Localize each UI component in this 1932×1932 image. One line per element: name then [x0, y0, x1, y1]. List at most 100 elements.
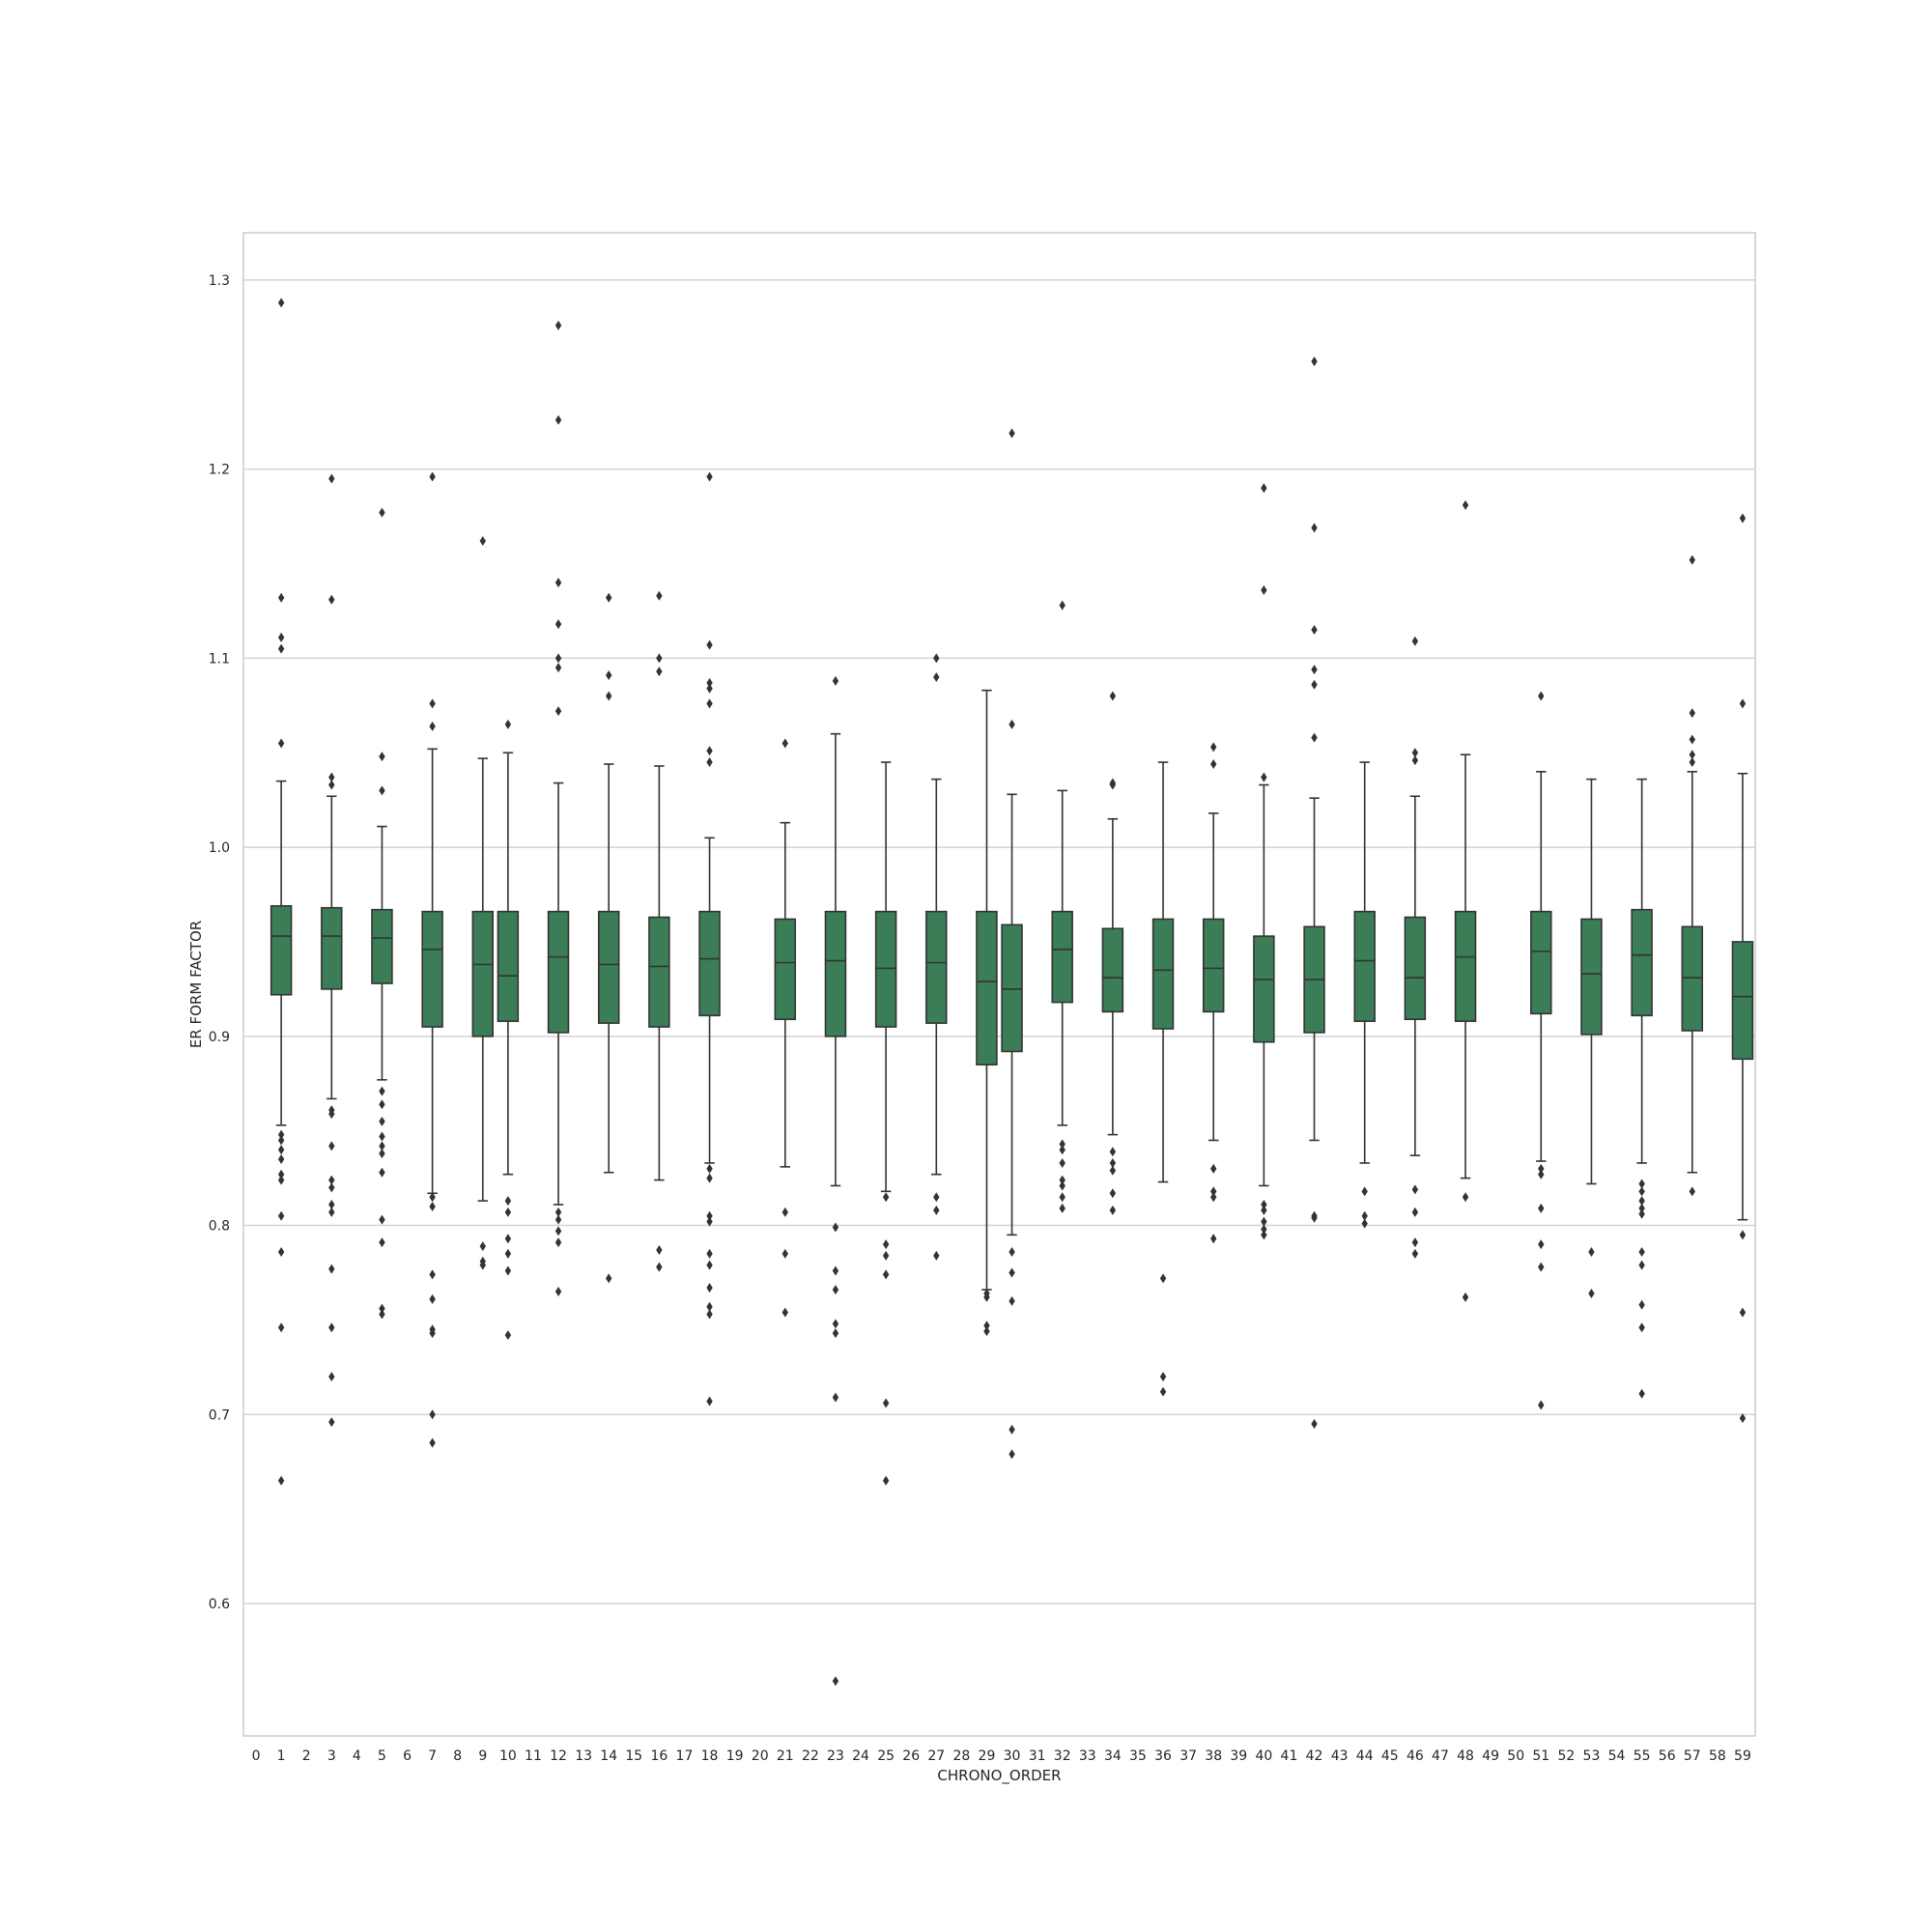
outlier-point [1411, 1237, 1419, 1248]
outlier-point [277, 1154, 285, 1165]
x-tick-label: 10 [499, 1748, 517, 1764]
outlier-point [781, 738, 788, 749]
outlier-point [328, 1264, 335, 1274]
outlier-point [277, 1322, 285, 1333]
iqr-box [597, 910, 620, 1024]
outlier-point [328, 1141, 335, 1151]
outlier-point [1538, 1239, 1545, 1250]
boxes [270, 298, 1754, 1687]
outlier-point [1261, 584, 1267, 595]
x-tick-label: 56 [1659, 1748, 1676, 1764]
outlier-point [706, 471, 713, 482]
x-tick-label: 4 [353, 1748, 361, 1764]
iqr-box [1151, 918, 1175, 1030]
box-category-23 [824, 675, 847, 1687]
iqr-box [270, 904, 293, 996]
outlier-point [606, 1273, 612, 1284]
outlier-point [1210, 1192, 1217, 1203]
iqr-box [1404, 916, 1427, 1021]
box-category-38 [1202, 742, 1225, 1244]
outlier-point [1739, 513, 1747, 524]
outlier-point [1059, 1157, 1065, 1168]
outlier-point [706, 1309, 713, 1320]
iqr-box [976, 910, 998, 1065]
box-category-16 [648, 590, 670, 1272]
y-tick-label: 0.7 [209, 1407, 230, 1423]
x-tick-label: 17 [676, 1748, 694, 1764]
x-tick-label: 24 [852, 1748, 869, 1764]
outlier-point [1739, 1413, 1747, 1424]
outlier-point [983, 1292, 990, 1302]
outlier-point [933, 653, 940, 664]
iqr-box [925, 910, 948, 1024]
x-tick-label: 14 [600, 1748, 617, 1764]
iqr-box [1202, 918, 1225, 1013]
x-tick-label: 18 [701, 1748, 719, 1764]
outlier-point [1109, 1165, 1117, 1176]
iqr-box [1353, 910, 1376, 1022]
outlier-point [504, 1265, 512, 1276]
outlier-point [882, 1269, 890, 1280]
iqr-box [1681, 925, 1704, 1032]
outlier-point [781, 1248, 788, 1259]
outlier-point [1159, 1372, 1167, 1382]
x-tick-label: 0 [252, 1748, 261, 1764]
x-tick-label: 49 [1482, 1748, 1499, 1764]
box-category-18 [698, 471, 721, 1406]
box-category-48 [1454, 499, 1477, 1302]
box-category-21 [774, 738, 797, 1318]
outlier-point [1261, 483, 1267, 494]
x-tick-label: 44 [1356, 1748, 1374, 1764]
outlier-point [379, 1149, 385, 1159]
outlier-point [832, 675, 839, 686]
outlier-point [983, 1326, 990, 1337]
x-tick-label: 9 [478, 1748, 487, 1764]
outlier-point [277, 1135, 285, 1146]
iqr-box [1580, 918, 1603, 1036]
outlier-point [479, 1260, 486, 1270]
x-tick-label: 29 [979, 1748, 996, 1764]
outlier-point [479, 536, 486, 547]
outlier-point [933, 1250, 940, 1261]
outlier-point [606, 592, 612, 603]
outlier-point [379, 507, 385, 518]
iqr-box [824, 910, 847, 1037]
outlier-point [656, 1244, 663, 1255]
outlier-point [1638, 1299, 1645, 1310]
outlier-point [429, 1437, 436, 1448]
outlier-point [882, 1239, 890, 1250]
box-category-42 [1303, 356, 1325, 1430]
box-category-55 [1631, 778, 1653, 1399]
outlier-point [504, 719, 512, 729]
outlier-point [554, 1207, 562, 1217]
iqr-box [648, 916, 670, 1028]
x-tick-label: 58 [1709, 1748, 1726, 1764]
outlier-point [328, 1182, 335, 1193]
outlier-point [933, 1205, 940, 1215]
box-category-46 [1404, 636, 1427, 1259]
outlier-point [1588, 1289, 1595, 1299]
outlier-point [1311, 625, 1318, 636]
x-tick-label: 6 [403, 1748, 412, 1764]
outlier-point [1739, 1230, 1747, 1240]
box-category-29 [976, 689, 998, 1337]
outlier-point [1109, 1205, 1117, 1215]
outlier-point [1462, 1292, 1469, 1302]
outlier-point [328, 780, 335, 790]
outlier-point [1109, 1157, 1117, 1168]
outlier-point [832, 1222, 839, 1233]
x-tick-label: 50 [1507, 1748, 1524, 1764]
outlier-point [1538, 1203, 1545, 1213]
outlier-point [328, 473, 335, 484]
x-tick-label: 5 [378, 1748, 386, 1764]
outlier-point [1689, 1186, 1695, 1197]
gridlines [243, 279, 1755, 1605]
outlier-point [277, 1169, 285, 1179]
outlier-point [1538, 691, 1545, 701]
outlier-point [504, 1196, 512, 1207]
outlier-point [706, 1163, 713, 1174]
outlier-point [504, 1234, 512, 1244]
outlier-point [1109, 691, 1117, 701]
outlier-point [328, 1207, 335, 1217]
y-tick-label: 1.1 [209, 651, 230, 667]
